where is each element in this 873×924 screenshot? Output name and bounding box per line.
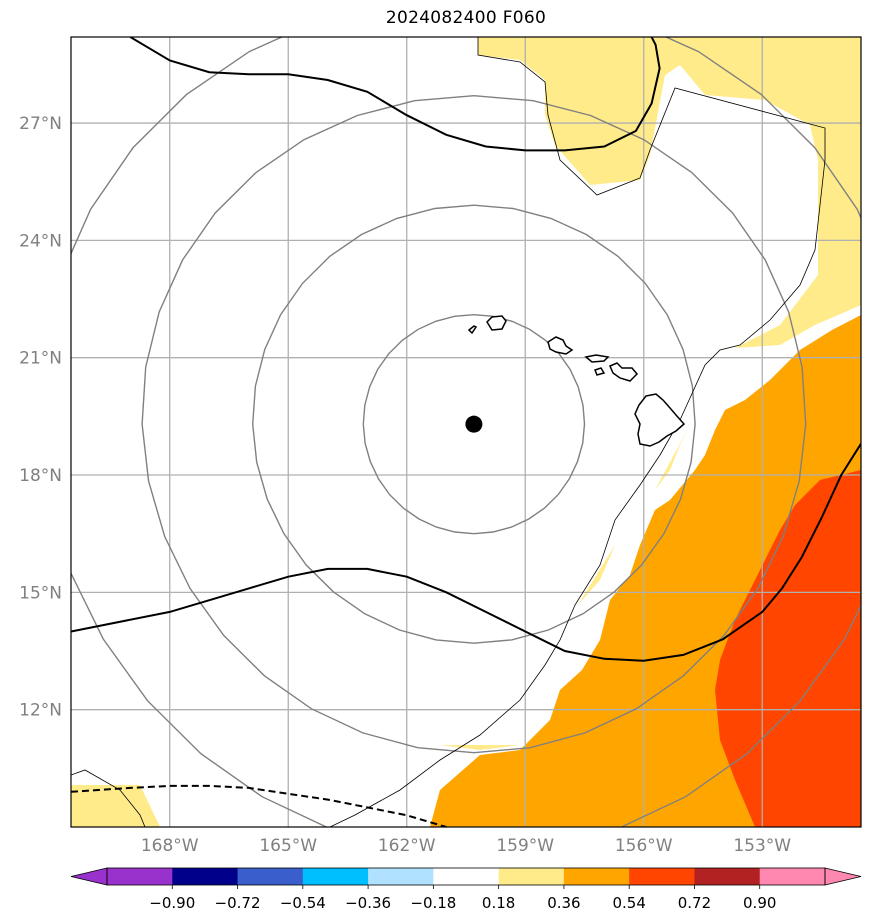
colorbar-tick-label: 0.54 [612,894,645,912]
longitude-labels: 168°W 165°W 162°W 159°W 156°W 153°W [141,836,791,856]
island-niihau [467,325,478,335]
hawaiian-islands [467,315,686,447]
colorbar-bin-8 [629,868,695,885]
colorbar-bin-5 [433,868,500,885]
lon-tick-label: 165°W [259,836,317,856]
fill-yellow-left-patch [71,785,155,827]
range-ring-0 [362,313,586,535]
lon-tick-label: 162°W [378,836,436,856]
fill-red [715,470,861,827]
colorbar-bin-0 [107,868,173,885]
island-big-island [634,393,686,447]
contour-solid-1 [129,37,661,152]
colorbar-tick-label: 0.36 [547,894,580,912]
colorbar-bin-9 [694,868,761,885]
range-ring-1 [251,204,696,644]
island-oahu [547,336,574,355]
lat-tick-label: 12°N [19,701,62,721]
colorbar-bin-10 [759,868,826,885]
colorbar-tick-label: −0.18 [410,894,456,912]
storm-center-marker [465,415,483,433]
lat-tick-label: 27°N [19,114,62,134]
region-boundary-line-sw [71,769,146,827]
island-lanai [594,367,606,376]
lat-tick-label: 21°N [19,349,62,369]
latitude-labels: 12°N 15°N 18°N 21°N 24°N 27°N [19,114,62,721]
lon-tick-label: 159°W [496,836,554,856]
colorbar-tick-label: −0.54 [280,894,326,912]
lon-tick-label: 168°W [141,836,199,856]
colorbar-tick-label: 0.72 [678,894,711,912]
colorbar-bin-1 [172,868,239,885]
colorbar-bin-4 [368,868,434,885]
colorbar-tick-label: 0.18 [482,894,515,912]
colorbar-bin-2 [237,868,304,885]
colorbar: −0.90 −0.72 −0.54 −0.36 −0.18 0.18 0.36 0.54 0.7… [70,867,862,912]
colorbar-bin-6 [498,868,565,885]
colorbar-frame [106,867,826,886]
colorbar-extend-high [824,867,862,886]
range-ring-2 [141,94,807,754]
colorbar-extend-low [70,867,108,886]
lat-tick-label: 15°N [19,583,62,603]
colorbar-bin-7 [563,868,630,885]
island-maui [609,362,639,382]
colorbar-tick-label: −0.36 [345,894,391,912]
range-rings [71,37,861,827]
map-frame [70,36,862,828]
contour-lines [71,37,861,827]
region-boundary-line [329,37,826,827]
colorbar-tick-label: −0.72 [215,894,261,912]
contour-dashed-2 [71,784,447,827]
gridlines [71,37,861,827]
lat-tick-label: 18°N [19,466,62,486]
island-kauai [486,315,507,331]
chart-title: 2024082400 F060 [385,8,547,28]
lat-tick-label: 24°N [19,231,62,251]
island-molokai [584,354,610,363]
range-ring-3 [71,37,861,827]
fill-white-top-gap [71,37,818,827]
lon-tick-label: 153°W [733,836,791,856]
colorbar-tick-label: −0.90 [149,894,195,912]
contour-solid-0 [71,443,861,662]
colorbar-bin-3 [302,868,369,885]
colorbar-tick-label: 0.90 [743,894,776,912]
lon-tick-label: 156°W [615,836,673,856]
